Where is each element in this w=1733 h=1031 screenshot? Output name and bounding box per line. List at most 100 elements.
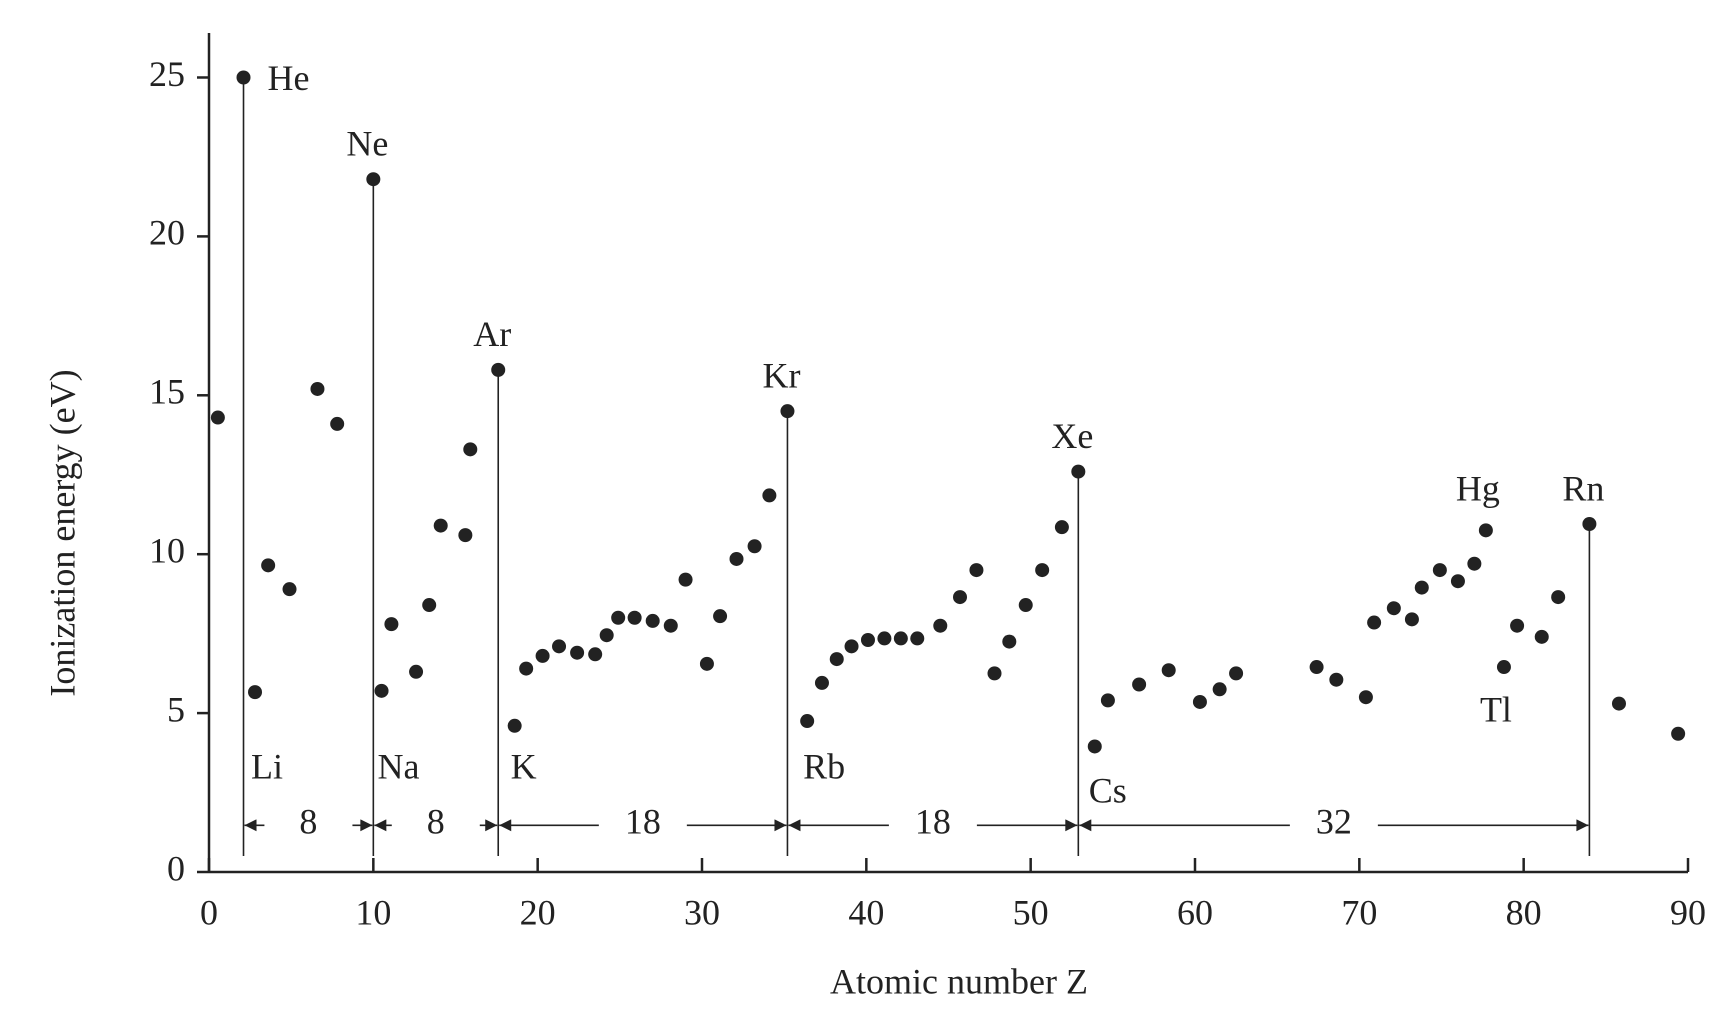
data-point — [1611, 696, 1626, 711]
data-point — [261, 558, 276, 573]
data-point — [1192, 694, 1207, 709]
data-point — [1432, 563, 1447, 578]
data-point — [1161, 663, 1176, 678]
period-length: 32 — [1316, 802, 1352, 842]
data-point — [780, 404, 795, 419]
data-point — [729, 551, 744, 566]
data-point — [877, 631, 892, 646]
element-label: K — [511, 747, 537, 787]
data-point — [699, 656, 714, 671]
data-point — [1358, 690, 1373, 705]
y-tick-label: 0 — [167, 848, 185, 888]
x-tick-label: 0 — [200, 892, 218, 932]
data-point — [1367, 615, 1382, 630]
data-point — [384, 617, 399, 632]
data-point — [507, 718, 522, 733]
y-tick-label: 20 — [149, 213, 185, 253]
y-tick-label: 25 — [149, 54, 185, 94]
data-point — [860, 633, 875, 648]
data-point — [1671, 726, 1686, 741]
data-point — [458, 528, 473, 543]
data-point — [1212, 682, 1227, 697]
data-point — [282, 582, 297, 597]
y-tick-label: 5 — [167, 689, 185, 729]
data-point — [969, 563, 984, 578]
data-point — [1018, 598, 1033, 613]
data-point — [1054, 520, 1069, 535]
data-point — [1071, 464, 1086, 479]
data-point — [463, 442, 478, 457]
data-point — [310, 381, 325, 396]
element-label: Rb — [803, 747, 845, 787]
data-point — [599, 628, 614, 643]
x-tick-label: 40 — [848, 892, 884, 932]
data-point — [829, 652, 844, 667]
data-point — [330, 416, 345, 431]
data-point — [762, 488, 777, 503]
data-point — [1496, 660, 1511, 675]
y-tick-label: 15 — [149, 372, 185, 412]
data-point — [663, 618, 678, 633]
data-point — [366, 172, 381, 187]
x-tick-label: 60 — [1177, 892, 1213, 932]
element-label: Xe — [1051, 416, 1093, 456]
data-point — [678, 572, 693, 587]
period-length: 18 — [915, 802, 951, 842]
period-length: 8 — [427, 802, 445, 842]
data-point — [627, 610, 642, 625]
data-point — [588, 647, 603, 662]
data-point — [1467, 556, 1482, 571]
data-point — [747, 539, 762, 554]
x-axis-title: Atomic number Z — [830, 961, 1088, 1001]
data-point — [987, 666, 1002, 681]
x-tick-label: 70 — [1341, 892, 1377, 932]
y-axis-title: Ionization energy (eV) — [42, 369, 82, 696]
element-label: Ne — [346, 123, 388, 163]
data-point — [910, 631, 925, 646]
data-point — [1534, 629, 1549, 644]
data-point — [374, 683, 389, 698]
period-length: 8 — [299, 802, 317, 842]
element-label: Na — [378, 747, 420, 787]
label-gap — [1289, 807, 1378, 844]
data-point — [248, 685, 263, 700]
x-tick-label: 30 — [684, 892, 720, 932]
y-tick-label: 10 — [149, 530, 185, 570]
data-point — [1229, 666, 1244, 681]
data-point — [933, 618, 948, 633]
data-point — [535, 648, 550, 663]
data-point — [1100, 693, 1115, 708]
data-point — [1450, 574, 1465, 589]
data-point — [893, 631, 908, 646]
x-tick-label: 90 — [1670, 892, 1706, 932]
data-point — [611, 610, 626, 625]
data-point — [1087, 739, 1102, 754]
label-gap — [888, 807, 977, 844]
x-tick-label: 80 — [1506, 892, 1542, 932]
data-point — [1002, 634, 1017, 649]
label-gap — [598, 807, 687, 844]
data-point — [433, 518, 448, 533]
period-length: 18 — [625, 802, 661, 842]
element-label: He — [268, 58, 310, 98]
element-label: Kr — [762, 355, 800, 395]
data-point — [814, 675, 829, 690]
data-point — [1414, 580, 1429, 595]
x-tick-label: 50 — [1013, 892, 1049, 932]
data-point — [713, 609, 728, 624]
data-point — [953, 590, 968, 605]
data-point — [1309, 660, 1324, 675]
data-point — [1582, 517, 1597, 532]
label-gap — [391, 807, 480, 844]
data-point — [1510, 618, 1525, 633]
data-point — [491, 362, 506, 377]
data-point — [1329, 672, 1344, 687]
data-point — [519, 661, 534, 676]
element-label: Li — [251, 747, 283, 787]
label-gap — [264, 807, 353, 844]
data-point — [1478, 523, 1493, 538]
data-point — [210, 410, 225, 425]
data-point — [1035, 563, 1050, 578]
data-point — [1404, 612, 1419, 627]
